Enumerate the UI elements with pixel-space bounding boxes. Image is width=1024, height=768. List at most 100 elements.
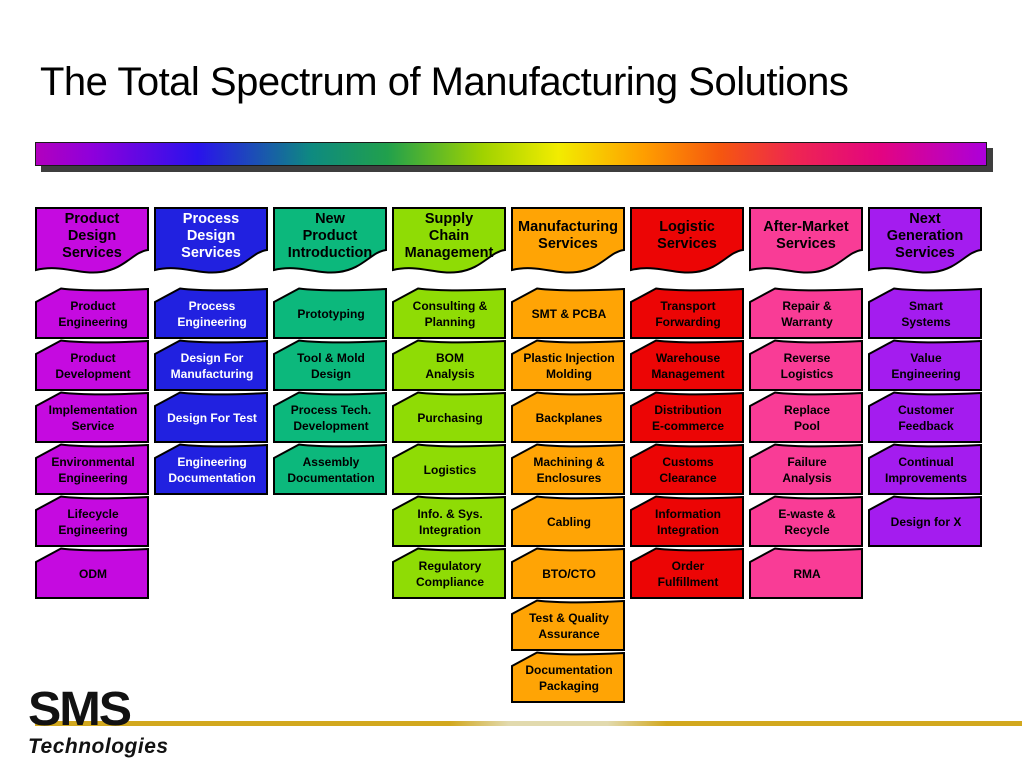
- service-box-new-product-introduction-2: Process Tech. Development: [273, 391, 387, 443]
- service-box-label: Process Tech. Development: [290, 403, 372, 433]
- service-box-after-market-services-3: Failure Analysis: [749, 443, 863, 495]
- service-box-shape: [273, 339, 387, 391]
- service-box-shape: [35, 391, 149, 443]
- service-box-shape: [392, 495, 506, 547]
- service-box-shape: [749, 339, 863, 391]
- service-box-shape: [630, 391, 744, 443]
- header-wave-shape: [749, 207, 863, 274]
- service-box-shape: [35, 339, 149, 391]
- column-header-manufacturing-services: Manufacturing Services: [511, 207, 625, 285]
- service-box-shape: [35, 443, 149, 495]
- service-box-manufacturing-services-4: Cabling: [511, 495, 625, 547]
- column-new-product-introduction: New Product Introduction Prototyping Tool & …: [273, 207, 387, 712]
- service-box-shape: [630, 443, 744, 495]
- service-box-label: Implementation Service: [48, 403, 138, 433]
- column-after-market-services: After-Market Services Repair & Warranty Reve…: [749, 207, 863, 712]
- service-box-shape: [154, 287, 268, 339]
- service-box-shape: [392, 287, 506, 339]
- column-header-supply-chain-management: Supply Chain Management: [392, 207, 506, 285]
- service-box-label: Design for X: [890, 514, 962, 529]
- service-box-shape: [154, 339, 268, 391]
- service-box-manufacturing-services-6: Test & Quality Assurance: [511, 599, 625, 651]
- service-box-process-design-services-1: Design For Manufacturing: [154, 339, 268, 391]
- service-box-shape: [749, 495, 863, 547]
- column-header-after-market-services: After-Market Services: [749, 207, 863, 285]
- service-box-new-product-introduction-1: Tool & Mold Design: [273, 339, 387, 391]
- slide-title: The Total Spectrum of Manufacturing Solu…: [40, 60, 849, 104]
- service-box-label: Machining & Enclosures: [533, 455, 605, 485]
- service-box-shape: [868, 443, 982, 495]
- service-box-label: Continual Improvements: [884, 455, 968, 485]
- service-box-label: Product Development: [55, 351, 131, 381]
- service-box-shape: [868, 287, 982, 339]
- column-header-label: Supply Chain Management: [404, 210, 494, 261]
- service-box-shape: [273, 443, 387, 495]
- solutions-board: Product Design Services Product Engineering P…: [35, 207, 988, 712]
- column-header-new-product-introduction: New Product Introduction: [273, 207, 387, 285]
- service-box-shape: [511, 599, 625, 651]
- service-box-label: Repair & Warranty: [781, 299, 833, 329]
- footer-gold-line: [35, 721, 1022, 726]
- header-wave-shape: [511, 207, 625, 274]
- service-box-label: Information Integration: [655, 507, 721, 537]
- service-box-logistic-services-0: Transport Forwarding: [630, 287, 744, 339]
- service-box-shape: [392, 547, 506, 599]
- sms-logo-subtext: Technologies: [28, 735, 169, 759]
- service-box-shape: [630, 339, 744, 391]
- service-box-next-generation-services-4: Design for X: [868, 495, 982, 547]
- service-box-label: Customer Feedback: [897, 403, 954, 433]
- service-box-product-design-services-0: Product Engineering: [35, 287, 149, 339]
- service-box-supply-chain-management-1: BOM Analysis: [392, 339, 506, 391]
- service-box-label: Distribution E-commerce: [651, 403, 725, 433]
- service-box-label: Regulatory Compliance: [415, 559, 484, 589]
- column-process-design-services: Process Design Services Process Engineering D…: [154, 207, 268, 712]
- service-box-shape: [154, 443, 268, 495]
- service-box-shape: [749, 547, 863, 599]
- service-box-process-design-services-3: Engineering Documentation: [154, 443, 268, 495]
- service-box-label: Test & Quality Assurance: [529, 611, 609, 641]
- service-box-label: Info. & Sys. Integration: [417, 507, 483, 537]
- service-box-after-market-services-0: Repair & Warranty: [749, 287, 863, 339]
- service-box-shape: [511, 339, 625, 391]
- service-box-label: RMA: [793, 566, 821, 581]
- service-box-logistic-services-2: Distribution E-commerce: [630, 391, 744, 443]
- service-box-shape: [630, 547, 744, 599]
- service-box-shape: [511, 651, 625, 703]
- service-box-next-generation-services-0: Smart Systems: [868, 287, 982, 339]
- service-box-supply-chain-management-0: Consulting & Planning: [392, 287, 506, 339]
- service-box-logistic-services-5: Order Fulfillment: [630, 547, 744, 599]
- service-box-process-design-services-0: Process Engineering: [154, 287, 268, 339]
- service-box-manufacturing-services-2: Backplanes: [511, 391, 625, 443]
- service-box-label: Consulting & Planning: [412, 299, 488, 329]
- service-box-label: Product Engineering: [58, 299, 128, 329]
- service-box-label: Logistics: [423, 462, 477, 477]
- column-header-label: After-Market Services: [763, 219, 849, 252]
- column-header-label: Next Generation Services: [886, 210, 964, 261]
- service-box-product-design-services-4: Lifecycle Engineering: [35, 495, 149, 547]
- service-box-logistic-services-3: Customs Clearance: [630, 443, 744, 495]
- service-box-shape: [154, 391, 268, 443]
- column-header-next-generation-services: Next Generation Services: [868, 207, 982, 285]
- service-box-shape: [273, 287, 387, 339]
- service-box-after-market-services-5: RMA: [749, 547, 863, 599]
- service-box-shape: [868, 391, 982, 443]
- service-box-shape: [868, 495, 982, 547]
- service-box-logistic-services-1: Warehouse Management: [630, 339, 744, 391]
- service-box-shape: [749, 287, 863, 339]
- header-wave-shape: [868, 207, 982, 274]
- column-header-label: Product Design Services: [62, 210, 122, 261]
- column-header-label: Process Design Services: [181, 210, 241, 261]
- service-box-after-market-services-4: E-waste & Recycle: [749, 495, 863, 547]
- service-box-label: Documentation Packaging: [525, 663, 613, 693]
- service-box-product-design-services-3: Environmental Engineering: [35, 443, 149, 495]
- service-box-label: Transport Forwarding: [655, 299, 721, 329]
- column-product-design-services: Product Design Services Product Engineering P…: [35, 207, 149, 712]
- sms-logo-text: SMS: [28, 683, 132, 736]
- service-box-shape: [392, 391, 506, 443]
- service-box-label: Value Engineering: [891, 351, 961, 381]
- service-box-product-design-services-2: Implementation Service: [35, 391, 149, 443]
- service-box-label: Engineering Documentation: [168, 455, 256, 485]
- service-box-label: Warehouse Management: [651, 351, 725, 381]
- column-next-generation-services: Next Generation Services Smart Systems Value E…: [868, 207, 982, 712]
